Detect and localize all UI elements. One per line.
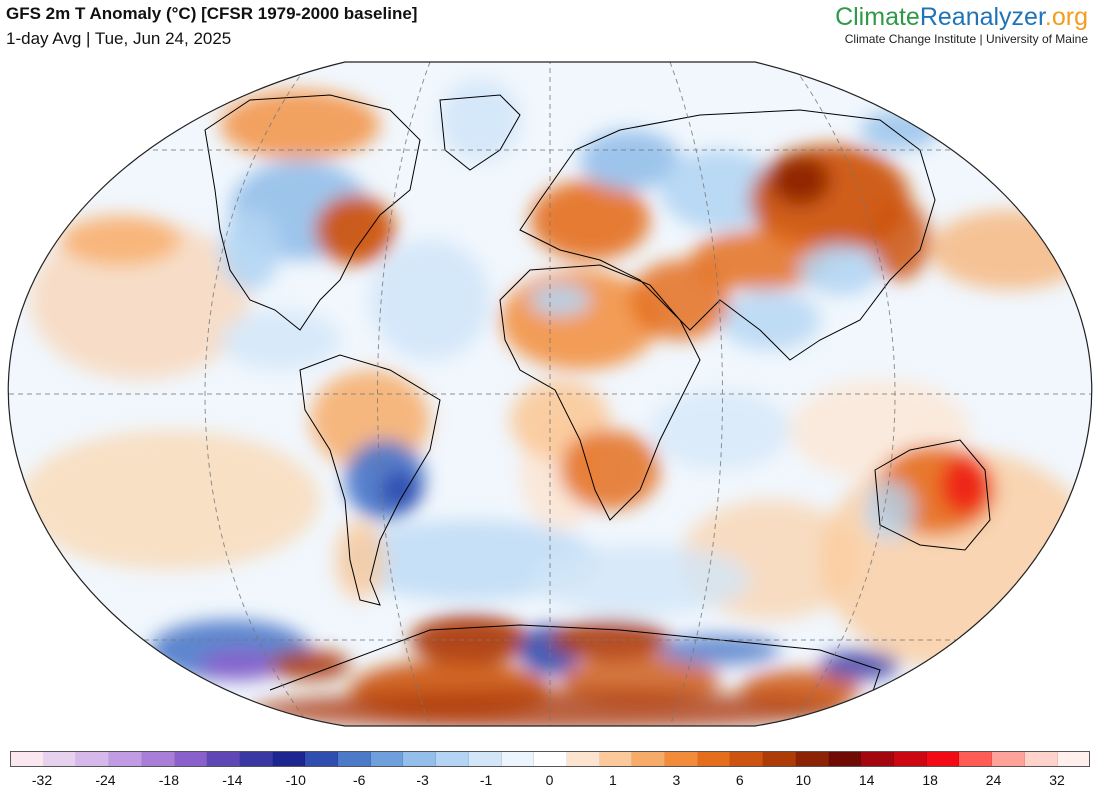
brand-tagline: Climate Change Institute | University of…: [844, 32, 1088, 46]
colorbar-tick-label: 0: [545, 772, 554, 788]
colorbar-segment: [828, 752, 862, 766]
colorbar-segment: [763, 752, 796, 766]
map-body: [8, 62, 1092, 726]
colorbar-segment: [272, 752, 306, 766]
colorbar-segment: [861, 752, 894, 766]
brand-logo[interactable]: ClimateReanalyzer.org: [835, 2, 1088, 32]
map-title: GFS 2m T Anomaly (°C) [CFSR 1979-2000 ba…: [6, 4, 418, 23]
colorbar-segment: [305, 752, 339, 766]
coastlines: [204, 94, 991, 701]
colorbar-segment: [76, 752, 110, 766]
colorbar-tick-label: -32: [31, 772, 53, 788]
colorbar-segment: [11, 752, 44, 766]
colorbar-segment: [370, 752, 404, 766]
colorbar-segment: [893, 752, 927, 766]
colorbar-tick-label: -14: [222, 772, 243, 788]
colorbar: [10, 751, 1090, 767]
colorbar-segment: [109, 752, 142, 766]
colorbar-tick-label: 18: [922, 772, 938, 788]
colorbar-segment: [665, 752, 698, 766]
colorbar-segment: [926, 752, 960, 766]
brand-block: ClimateReanalyzer.org Climate Change Ins…: [835, 2, 1088, 46]
colorbar-tick-label: 10: [795, 772, 812, 788]
colorbar-segment: [534, 752, 567, 766]
colorbar-tick-label: 1: [609, 772, 617, 788]
colorbar-segment: [697, 752, 731, 766]
colorbar-segment: [436, 752, 469, 766]
anomaly-field: [20, 80, 1092, 726]
colorbar-tick-label: 6: [735, 772, 744, 788]
colorbar-tick-label: 32: [1049, 772, 1065, 788]
europe-asia-outline: [519, 109, 936, 361]
colorbar-segment: [632, 752, 666, 766]
south-america-outline: [299, 354, 441, 606]
colorbar-segment: [141, 752, 175, 766]
australia-outline: [874, 439, 991, 551]
colorbar-segment: [730, 752, 764, 766]
africa-outline: [499, 264, 701, 521]
colorbar-segment: [992, 752, 1025, 766]
colorbar-segment: [239, 752, 273, 766]
colorbar-segment: [1024, 752, 1058, 766]
colorbar-segment: [403, 752, 437, 766]
brand-logo-part-org: .org: [1044, 3, 1088, 31]
colorbar-tick-label: 3: [672, 772, 681, 788]
colorbar-tick-label: -6: [352, 772, 366, 788]
brand-logo-part-reanalyzer: Reanalyzer: [919, 3, 1045, 31]
antarctica-outline: [269, 624, 881, 701]
colorbar-segment: [207, 752, 240, 766]
colorbar-segment: [959, 752, 993, 766]
brand-logo-part-climate: Climate: [835, 3, 920, 31]
colorbar-tick-label: -1: [479, 772, 493, 788]
colorbar-tick-label: -10: [285, 772, 306, 788]
north-america-outline: [204, 94, 421, 331]
colorbar-tick-label: -18: [158, 772, 179, 788]
colorbar-tick-label: -24: [95, 772, 116, 788]
graticule: [8, 62, 1092, 726]
colorbar-segment: [43, 752, 77, 766]
colorbar-segment: [1057, 752, 1090, 766]
colorbar-tick-label: 14: [858, 772, 875, 788]
colorbar-tick-labels: -32 -24 -18 -14 -10 -6 -3 -1 0 1 3 6 10 14 18 24 32: [0, 772, 1100, 792]
colorbar-segment: [174, 752, 208, 766]
colorbar-segment: [338, 752, 371, 766]
colorbar-tick-label: 24: [985, 772, 1002, 788]
colorbar-segment: [795, 752, 829, 766]
map-subtitle: 1-day Avg | Tue, Jun 24, 2025: [6, 29, 232, 48]
colorbar-segment: [501, 752, 535, 766]
colorbar-segment: [566, 752, 600, 766]
colorbar-segment: [468, 752, 502, 766]
colorbar-segment: [599, 752, 633, 766]
colorbar-tick-label: -3: [416, 772, 429, 788]
